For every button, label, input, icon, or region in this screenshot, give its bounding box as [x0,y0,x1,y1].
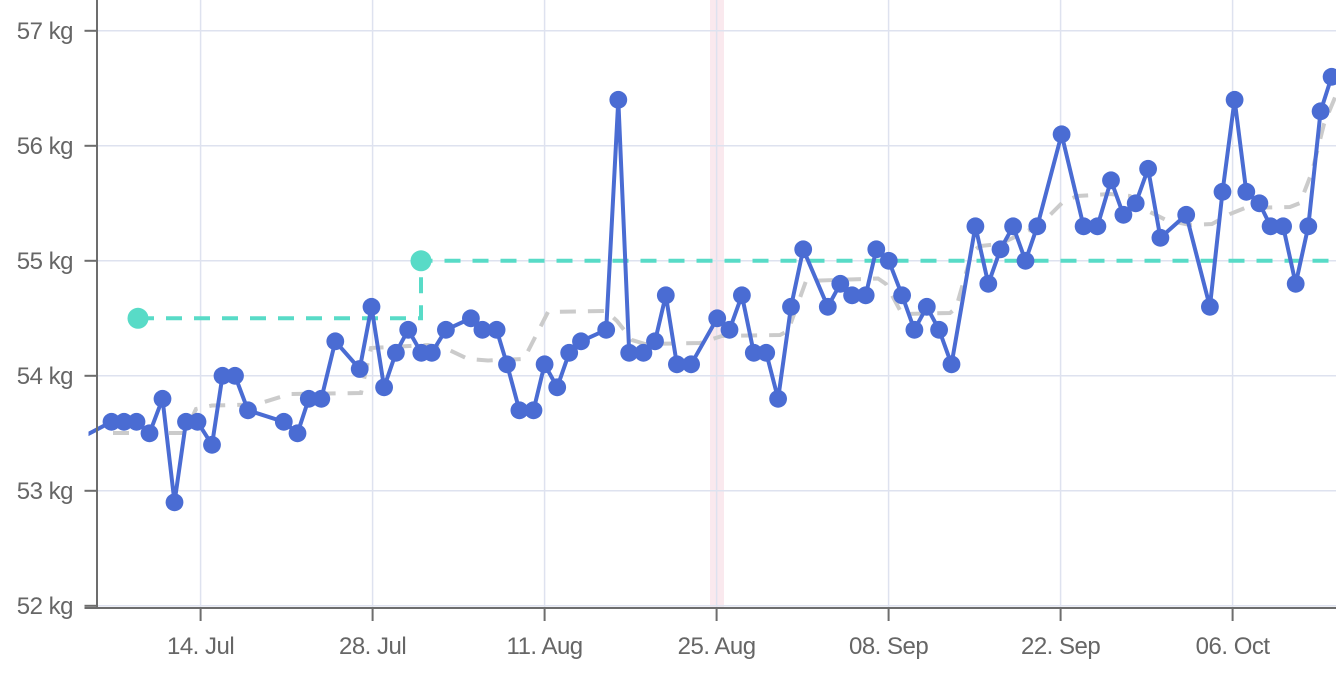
svg-text:14. Jul: 14. Jul [167,633,234,660]
svg-text:11. Aug: 11. Aug [507,633,583,660]
svg-text:54 kg: 54 kg [17,363,73,390]
svg-text:22. Sep: 22. Sep [1021,633,1100,660]
svg-text:28. Jul: 28. Jul [339,633,406,660]
svg-text:25. Aug: 25. Aug [678,633,756,660]
svg-text:52 kg: 52 kg [17,593,73,620]
svg-text:06. Oct: 06. Oct [1196,633,1271,660]
svg-text:57 kg: 57 kg [17,18,73,45]
svg-text:55 kg: 55 kg [17,248,73,275]
svg-text:08. Sep: 08. Sep [849,633,928,660]
svg-text:53 kg: 53 kg [17,478,73,505]
svg-text:56 kg: 56 kg [17,133,73,160]
